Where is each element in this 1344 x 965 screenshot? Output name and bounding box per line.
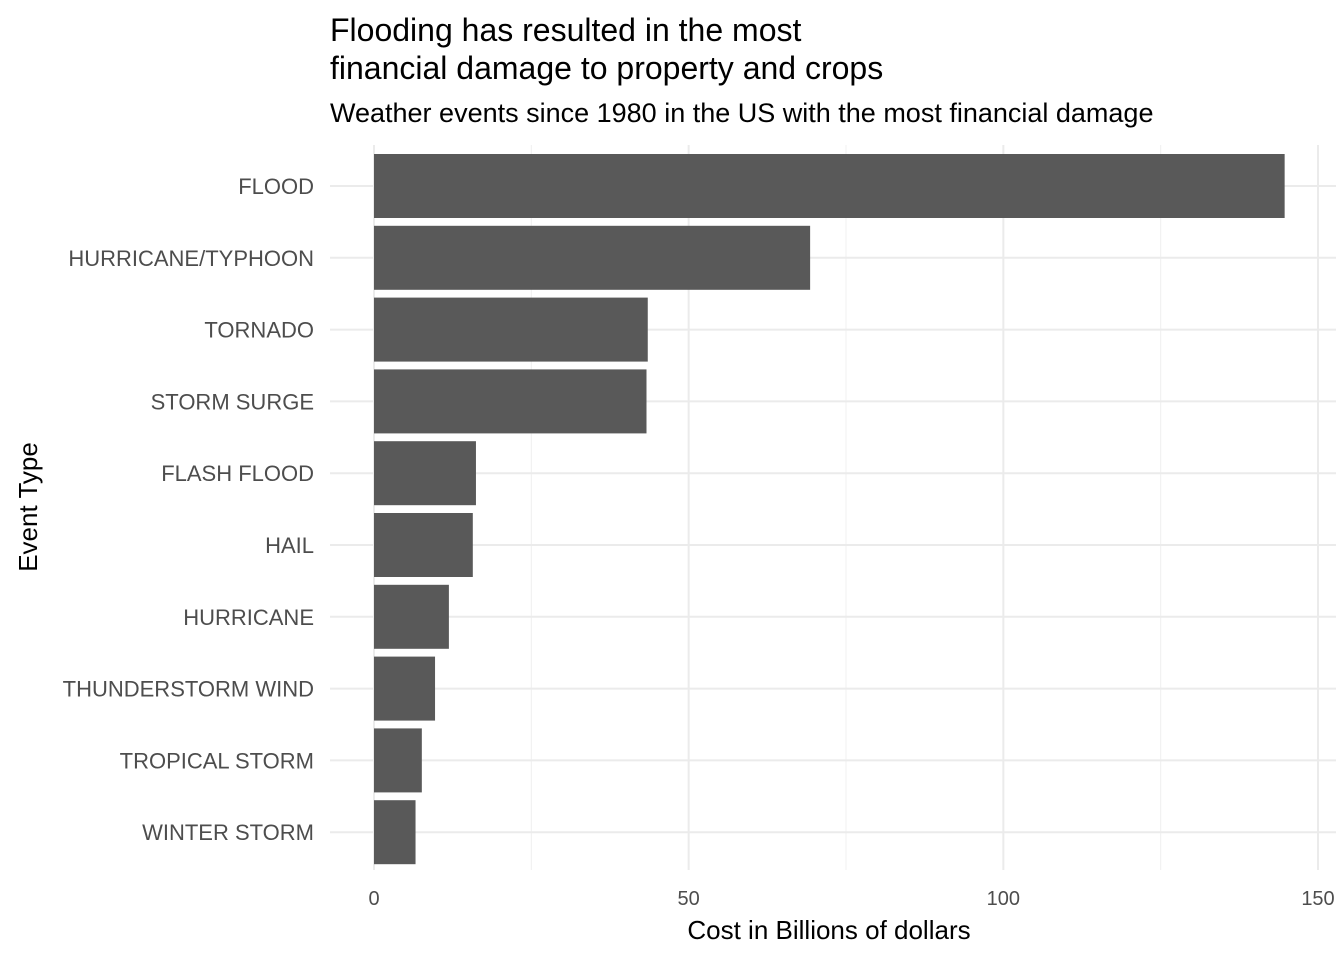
- category-label: HAIL: [265, 533, 314, 558]
- bar-flood: [374, 154, 1285, 218]
- bar-thunderstorm-wind: [374, 656, 436, 721]
- category-label: TROPICAL STORM: [120, 748, 314, 773]
- bar-tornado: [374, 297, 648, 362]
- category-label: THUNDERSTORM WIND: [63, 677, 314, 702]
- bar-hurricane-typhoon: [374, 225, 811, 290]
- bar-winter-storm: [374, 800, 416, 865]
- bar-hurricane: [374, 584, 449, 649]
- chart-subtitle: Weather events since 1980 in the US with…: [330, 98, 1153, 128]
- bar-tropical-storm: [374, 728, 422, 793]
- x-tick-label: 100: [987, 888, 1020, 910]
- category-label: WINTER STORM: [142, 820, 314, 845]
- bar-hail: [374, 513, 473, 577]
- x-tick-labels: 0 50 100 150: [368, 888, 1334, 910]
- x-tick-label: 150: [1301, 888, 1334, 910]
- category-label: STORM SURGE: [151, 389, 314, 414]
- category-label: TORNADO: [204, 318, 314, 343]
- chart-title-line-2: financial damage to property and crops: [330, 50, 883, 86]
- y-axis-title: Event Type: [13, 442, 43, 572]
- bars: [374, 154, 1285, 865]
- x-axis-title: Cost in Billions of dollars: [687, 915, 970, 945]
- bar-flash-flood: [374, 441, 476, 506]
- category-labels: FLOOD HURRICANE/TYPHOON TORNADO STORM SURGE…: [63, 174, 314, 845]
- x-tick-label: 0: [368, 888, 379, 910]
- category-label: FLASH FLOOD: [161, 461, 314, 486]
- chart-title-line-1: Flooding has resulted in the most: [330, 12, 801, 48]
- bar-storm-surge: [374, 369, 647, 434]
- category-label: HURRICANE: [183, 605, 314, 630]
- category-label: HURRICANE/TYPHOON: [68, 246, 314, 271]
- category-label: FLOOD: [238, 174, 314, 199]
- x-tick-label: 50: [678, 888, 700, 910]
